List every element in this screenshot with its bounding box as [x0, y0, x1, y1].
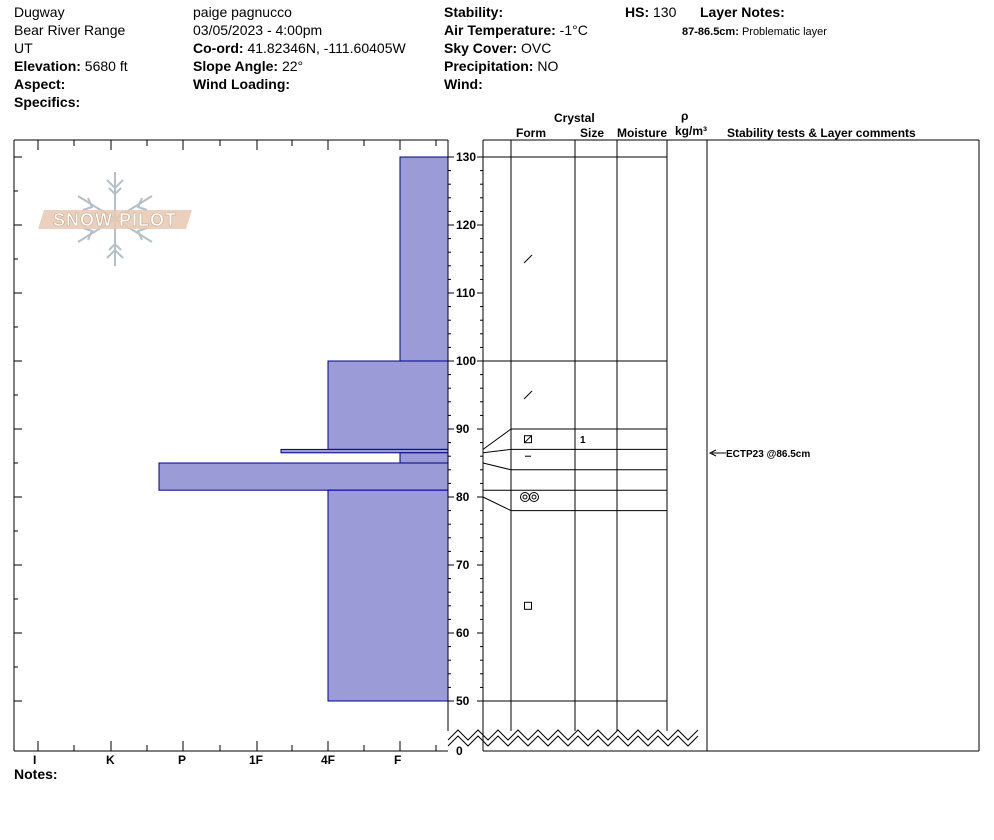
layer-boundaries [511, 156, 667, 702]
observer-name: paige pagnucco [193, 4, 292, 20]
stability-test-marker: ECTP23 @86.5cm [708, 449, 810, 460]
crystal-decomposing-fragments-icon [523, 254, 533, 264]
crystal-table [482, 139, 980, 752]
crystal-faceted-icon [524, 601, 532, 610]
size-header: Size [580, 126, 605, 140]
sky-cover-value: OVC [521, 40, 552, 56]
logo-text: SNOW PILOT [53, 210, 177, 230]
height-axis-ticks: 130 120 110 100 90 80 70 60 50 0 [448, 150, 483, 758]
specifics-label: Specifics: [14, 94, 81, 110]
density-unit: kg/m³ [675, 124, 708, 138]
air-temp-field: Air Temperature: -1°C [444, 22, 588, 38]
stability-tests-header: Stability tests & Layer comments [727, 126, 916, 140]
height-tick-label: 70 [456, 558, 470, 572]
hardness-label-k: K [106, 753, 115, 767]
height-tick-label: 0 [456, 744, 463, 758]
elevation-label: Elevation: [14, 58, 81, 74]
height-tick-label: 60 [456, 626, 470, 640]
slope-label: Slope Angle: [193, 58, 279, 74]
crystal-decomposing-fragments-icon [523, 390, 533, 400]
hardness-label-f: F [394, 753, 402, 767]
hardness-bar [327, 360, 449, 450]
hardness-bars [158, 156, 449, 702]
coordinates-field: Co-ord: 41.82346N, -111.60405W [193, 40, 406, 56]
observation-datetime: 03/05/2023 - 4:00pm [193, 22, 323, 38]
hardness-bar [399, 452, 449, 464]
hardness-bar [280, 448, 449, 454]
sky-cover-label: Sky Cover: [444, 40, 518, 56]
aspect-label: Aspect: [14, 76, 66, 92]
state-name: UT [14, 40, 33, 56]
precipitation-field: Precipitation: NO [444, 58, 558, 74]
density-symbol: ρ [681, 109, 689, 123]
crystal-symbols: 1 [520, 254, 586, 610]
slope-value: 22° [281, 58, 304, 74]
stability-test-label: ECTP23 @86.5cm [726, 449, 810, 460]
crystal-size-value: 1 [580, 435, 586, 446]
height-tick-label: 100 [456, 354, 476, 368]
height-tick-label: 110 [456, 286, 476, 300]
height-ticks-left [14, 156, 22, 702]
location-name: Dugway [14, 4, 65, 20]
air-temp-value: -1°C [559, 22, 588, 38]
hardness-label-i: I [33, 753, 37, 767]
wind-loading-label: Wind Loading: [193, 76, 291, 92]
height-tick-label: 120 [456, 218, 476, 232]
notes-label: Notes: [14, 766, 58, 782]
form-header: Form [516, 126, 546, 140]
hs-label: HS: [625, 4, 650, 20]
hardness-bar [327, 489, 449, 702]
hardness-label-4f: 4F [321, 753, 336, 767]
hardness-bar [158, 462, 449, 491]
range-name: Bear River Range [14, 22, 126, 38]
air-temp-label: Air Temperature: [444, 22, 556, 38]
snow-pilot-wordmark: SNOW PILOT [38, 210, 192, 230]
height-tick-label: 50 [456, 694, 470, 708]
layer-connectors [482, 156, 512, 702]
layer-notes-label: Layer Notes: [700, 4, 785, 20]
axis-break [447, 729, 699, 747]
elevation-field: Elevation: 5680 ft [14, 58, 128, 74]
crystal-faceted-rounded-icon [524, 435, 532, 444]
hardness-label-p: P [178, 753, 187, 767]
layer-note-range: 87-86.5cm: [682, 26, 739, 38]
crystal-melt-forms-icon [520, 492, 539, 502]
layer-note-text: Problematic layer [741, 26, 827, 38]
hardness-bar [399, 156, 449, 362]
sky-cover-field: Sky Cover: OVC [444, 40, 551, 56]
precipitation-label: Precipitation: [444, 58, 534, 74]
crystal-header: Crystal [554, 111, 595, 125]
coord-value: 41.82346N, -111.60405W [247, 40, 406, 56]
hs-field: HS: 130 [625, 4, 676, 20]
wind-label: Wind: [444, 76, 483, 92]
height-tick-label: 90 [456, 422, 470, 436]
stability-label: Stability: [444, 4, 504, 20]
hardness-label-1f: 1F [249, 753, 264, 767]
height-tick-label: 80 [456, 490, 470, 504]
hs-value: 130 [653, 4, 677, 20]
height-tick-label: 130 [456, 150, 476, 164]
moisture-header: Moisture [617, 126, 668, 140]
precipitation-value: NO [537, 58, 559, 74]
slope-field: Slope Angle: 22° [193, 58, 303, 74]
layer-note: 87-86.5cm: Problematic layer [682, 24, 827, 40]
elevation-value: 5680 ft [84, 58, 128, 74]
hardness-ticks [37, 140, 437, 751]
coord-label: Co-ord: [193, 40, 244, 56]
